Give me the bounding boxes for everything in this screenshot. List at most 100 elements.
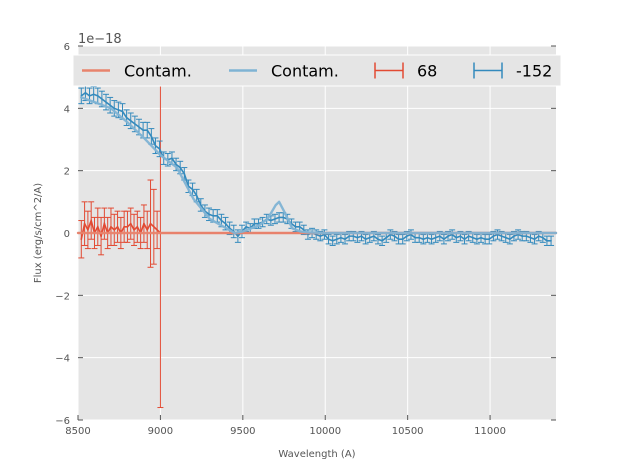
x-tick-label: 9500: [230, 426, 255, 437]
data-point: [488, 238, 491, 241]
x-axis-label: Wavelength (A): [278, 449, 355, 460]
data-point: [467, 235, 470, 237]
data-point: [278, 216, 280, 219]
data-point: [298, 225, 301, 228]
data-point: [87, 229, 89, 231]
y-tick-label: −2: [55, 291, 70, 302]
data-point: [373, 235, 375, 237]
data-point: [525, 235, 528, 237]
data-point: [550, 239, 552, 242]
data-point: [83, 222, 86, 225]
data-point: [179, 166, 181, 169]
data-point: [381, 239, 383, 242]
data-point: [438, 235, 441, 237]
x-tick-label: 8500: [65, 426, 90, 437]
data-point: [521, 235, 524, 237]
data-point: [133, 229, 135, 231]
data-point: [156, 229, 158, 231]
data-point: [463, 238, 466, 241]
y-axis-label: Flux (erg/s/cm^2/A): [33, 183, 44, 283]
data-point: [348, 235, 350, 237]
data-point: [149, 222, 152, 225]
data-point: [208, 213, 210, 216]
data-point: [397, 238, 400, 241]
data-point: [121, 110, 124, 113]
data-point: [220, 219, 223, 222]
legend: Contam. Contam. 68 -152: [72, 54, 562, 87]
data-point: [529, 236, 532, 239]
y-tick-label: 2: [64, 167, 70, 178]
data-point: [385, 236, 388, 239]
data-point: [175, 163, 177, 166]
data-point: [406, 235, 408, 237]
data-point: [455, 236, 458, 239]
data-point: [142, 129, 144, 131]
data-point: [480, 236, 482, 239]
data-point: [136, 225, 139, 228]
y-tick-label: −4: [55, 354, 70, 365]
data-point: [195, 194, 198, 197]
y-tick-label: 0: [64, 229, 70, 240]
y-tick-label: 6: [64, 42, 70, 53]
data-point: [138, 126, 140, 128]
data-point: [245, 225, 247, 228]
data-point: [344, 238, 346, 241]
data-point: [116, 225, 119, 228]
legend-label: 68: [417, 62, 437, 81]
data-point: [340, 236, 342, 239]
data-point: [356, 236, 359, 239]
data-point: [492, 235, 495, 237]
data-point: [183, 172, 186, 175]
data-point: [422, 238, 425, 241]
data-point: [504, 236, 507, 239]
data-point: [129, 120, 132, 122]
y-offset-label: 1e−18: [78, 32, 122, 47]
data-point: [84, 91, 87, 94]
data-point: [476, 238, 478, 241]
data-point: [109, 104, 111, 107]
data-point: [216, 215, 219, 217]
data-point: [500, 235, 503, 237]
data-point: [393, 235, 396, 237]
axis-ticks: 8500 9000 9500 10000 10500 11000 −6 −4 −2 0 2 4 6: [55, 42, 556, 437]
legend-label: Contam.: [124, 62, 192, 81]
data-point: [191, 188, 194, 191]
data-point: [80, 238, 83, 241]
x-tick-label: 9000: [148, 426, 173, 437]
x-tick-label: 11000: [474, 426, 506, 437]
data-point: [434, 236, 437, 239]
data-point: [401, 238, 404, 241]
data-point: [146, 229, 149, 231]
data-point: [447, 235, 449, 237]
series-layer: [76, 57, 558, 409]
data-point: [360, 235, 363, 237]
data-point: [368, 236, 371, 239]
data-point: [414, 236, 416, 239]
data-point: [96, 95, 99, 97]
data-point: [327, 238, 330, 241]
data-point: [105, 101, 107, 103]
series-1: [80, 96, 558, 235]
data-point: [113, 107, 116, 110]
data-point: [542, 236, 544, 239]
data-point: [484, 238, 486, 241]
data-point: [537, 235, 540, 237]
data-point: [96, 225, 99, 228]
y-tick-label: 4: [64, 104, 70, 115]
data-point: [459, 235, 462, 237]
data-point: [282, 216, 285, 219]
data-point: [430, 238, 433, 241]
data-point: [513, 235, 515, 237]
data-point: [509, 238, 511, 241]
data-point: [113, 229, 116, 231]
data-point: [253, 222, 256, 225]
data-point: [153, 225, 155, 228]
data-point: [274, 218, 276, 220]
data-point: [125, 116, 128, 119]
data-point: [134, 123, 136, 125]
data-point: [224, 222, 227, 225]
data-point: [426, 236, 429, 239]
data-point: [294, 225, 297, 228]
data-point: [199, 204, 202, 206]
data-point: [90, 219, 92, 222]
